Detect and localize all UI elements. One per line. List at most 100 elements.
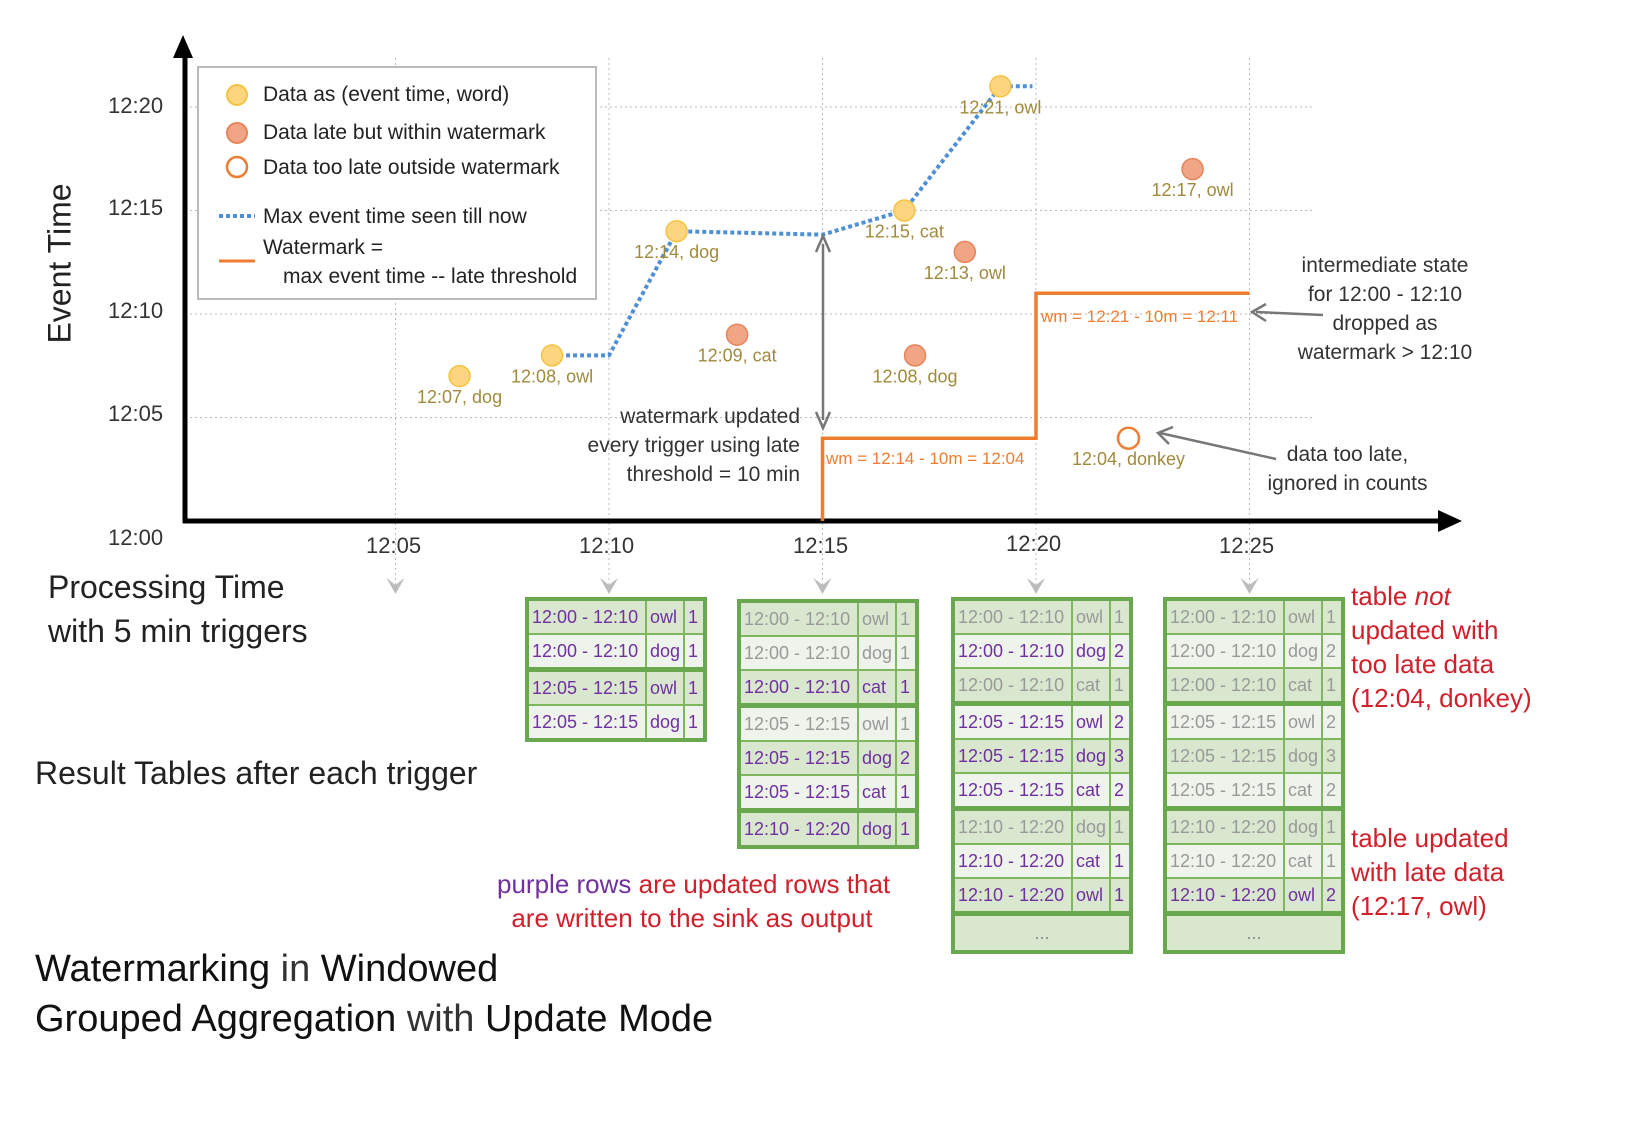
data-point-label: 12:04, donkey: [1072, 449, 1185, 469]
cell-count: 1: [895, 808, 919, 848]
cell-word: dog: [1070, 738, 1112, 774]
data-point-on-time: [989, 75, 1012, 98]
data-point-late: [1181, 157, 1204, 181]
cell-count: 1: [1109, 667, 1133, 705]
cell-window: 12:10 - 12:20: [952, 877, 1073, 915]
cell-count: 1: [683, 598, 707, 635]
table-more-row: ...: [1163, 911, 1345, 953]
cell-word: dog: [856, 740, 898, 776]
y-tick: 12:10: [108, 298, 164, 323]
note-text: are updated rows that: [631, 869, 891, 899]
y-axis-arrow-icon: [173, 35, 193, 58]
cell-count: 2: [1321, 772, 1345, 810]
data-point-on-time: [540, 344, 564, 367]
cell-window: 12:00 - 12:10: [952, 667, 1073, 705]
legend-on-time: Data as (event time, word): [263, 83, 510, 106]
data-point-label: 12:07, dog: [417, 387, 502, 407]
annotation-line: ignored in counts: [1267, 472, 1428, 495]
table-row: 12:00 - 12:10 owl 1: [1164, 598, 1345, 635]
x-tick: 12:10: [579, 533, 635, 558]
pointer-arrow: [1159, 431, 1277, 461]
cell-count: 2: [1109, 772, 1133, 810]
data-point-label: 12:14, dog: [634, 242, 719, 262]
annotation-line: dropped as: [1332, 312, 1438, 335]
cell-word: cat: [1070, 772, 1112, 810]
cell-window: 12:00 - 12:10: [738, 635, 859, 671]
table-row: 12:00 - 12:10 dog 2: [952, 633, 1133, 669]
cell-word: dog: [1282, 738, 1324, 774]
title-word: Grouped Aggregation: [35, 998, 397, 1040]
table-row: 12:00 - 12:10 owl 1: [738, 600, 919, 637]
y-tick: 12:05: [108, 401, 164, 426]
result-table-2: 12:00 - 12:10 owl 1 12:00 - 12:10 dog 1 12:00 …: [737, 599, 920, 849]
annotation-line: for 12:00 - 12:10: [1307, 283, 1463, 306]
note-text: too late data: [1351, 649, 1495, 679]
legend-watermark-1: Watermark =: [263, 236, 383, 259]
cell-count: 3: [1321, 738, 1345, 774]
data-point-label: 12:13, owl: [924, 263, 1006, 283]
arrow-down-icon: [814, 411, 832, 432]
note-not-updated: table not updated with too late data (12…: [1351, 579, 1532, 715]
cell-count: 2: [1109, 701, 1133, 740]
trigger-arrow-icon: [386, 578, 405, 594]
table-row: 12:05 - 12:15 cat 1: [738, 774, 919, 812]
legend-watermark-2: max event time -- late threshold: [283, 265, 578, 288]
wm-updated-annotation: watermark updated every trigger using la…: [575, 402, 800, 489]
cell-word: dog: [1282, 806, 1324, 845]
late-swatch-icon: [226, 122, 248, 144]
note-text: with late data: [1351, 857, 1505, 887]
note-updated: table updated with late data (12:17, owl…: [1351, 821, 1509, 923]
cell-window: 12:05 - 12:15: [952, 772, 1073, 810]
cell-window: 12:00 - 12:10: [952, 633, 1073, 669]
cell-window: 12:05 - 12:15: [1164, 738, 1285, 774]
data-point-label: 12:21, owl: [959, 97, 1041, 117]
cell-window: 12:05 - 12:15: [738, 703, 859, 742]
annotation-line: intermediate state: [1301, 254, 1469, 277]
x-axis-label-line2: with 5 min triggers: [48, 613, 308, 649]
table-row: 12:05 - 12:15 dog 1: [526, 704, 707, 741]
annotation-line: watermark updated: [620, 405, 800, 428]
cell-word: dog: [856, 808, 898, 848]
cell-count: 1: [895, 669, 919, 707]
cell-window: 12:05 - 12:15: [1164, 701, 1285, 740]
legend-too-late: Data too late outside watermark: [263, 156, 560, 179]
table-row: 12:05 - 12:15 owl 1: [738, 703, 919, 742]
cell-window: 12:00 - 12:10: [1164, 633, 1285, 669]
data-point-late: [903, 344, 927, 367]
x-tick: 12:20: [1006, 531, 1062, 556]
table-row: 12:00 - 12:10 owl 1: [952, 598, 1133, 635]
note-emphasis: not: [1414, 581, 1451, 611]
watermark-label: wm = 12:21 - 10m = 12:11: [1040, 307, 1238, 326]
cell-window: 12:00 - 12:10: [526, 598, 647, 635]
result-table-1: 12:00 - 12:10 owl 1 12:00 - 12:10 dog 1 12:05 …: [525, 597, 708, 742]
cell-window: 12:05 - 12:15: [526, 704, 647, 741]
table-row: 12:00 - 12:10 cat 1: [1164, 667, 1345, 705]
table-row: 12:10 - 12:20 cat 1: [1164, 843, 1345, 879]
cell-count: 1: [683, 704, 707, 741]
cell-word: owl: [1282, 877, 1324, 915]
cell-word: dog: [1070, 806, 1112, 845]
note-text: (12:17, owl): [1351, 891, 1487, 921]
cell-word: owl: [1282, 701, 1324, 740]
annotation-line: threshold = 10 min: [626, 463, 800, 486]
cell-window: 12:10 - 12:20: [1164, 843, 1285, 879]
ellipsis: ...: [951, 911, 1133, 953]
cell-count: 1: [1321, 598, 1345, 635]
cell-word: owl: [1070, 598, 1112, 635]
trigger-arrow-icon: [600, 578, 618, 594]
cell-count: 1: [1321, 667, 1345, 705]
cell-count: 1: [683, 667, 707, 706]
note-text: are written to the sink as output: [511, 903, 873, 933]
annotation-line: data too late,: [1286, 443, 1409, 466]
trigger-arrow-icon: [813, 578, 832, 594]
cell-count: 1: [1109, 843, 1133, 879]
data-point-on-time: [448, 364, 471, 388]
cell-window: 12:05 - 12:15: [738, 774, 859, 812]
data-point-label: 12:08, dog: [872, 366, 957, 386]
cell-count: 2: [1321, 633, 1345, 669]
table-row: 12:00 - 12:10 owl 1: [526, 598, 707, 635]
cell-count: 3: [1109, 738, 1133, 774]
legend: Data as (event time, word) Data late but…: [197, 66, 597, 300]
legend-max-seen: Max event time seen till now: [263, 205, 527, 228]
y-axis-label: Event Time: [41, 183, 78, 344]
